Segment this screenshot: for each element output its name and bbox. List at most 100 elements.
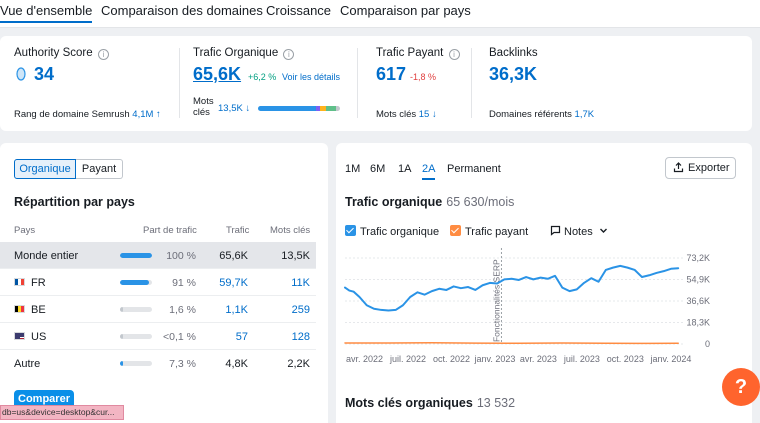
organic-traffic-title: Trafic Organique xyxy=(193,47,279,59)
france-flag-icon xyxy=(14,278,25,286)
keyword-distribution-bar xyxy=(258,106,340,111)
keywords-value[interactable]: 128 xyxy=(291,331,310,343)
paid-traffic-metric: Trafic Payant i 617 -1,8 % Mots clés 15 … xyxy=(376,36,466,131)
range-permanent[interactable]: Permanent xyxy=(447,163,501,175)
country-name: FR xyxy=(31,277,46,289)
paid-keywords-label: Mots clés xyxy=(376,109,417,120)
backlinks-value[interactable]: 36,3K xyxy=(489,64,538,84)
country-distribution-panel: Organique Payant Répartition par pays Pa… xyxy=(0,143,328,423)
table-row[interactable]: Autre 7,3 % 4,8K 2,2K xyxy=(0,350,316,377)
table-row[interactable]: FR 91 % 59,7K 11K xyxy=(0,269,316,296)
authority-score-metric: Authority Score i 34 Rang de domaine Sem… xyxy=(14,36,174,131)
traffic-value[interactable]: 1,1K xyxy=(225,304,248,316)
summary-metrics-card: Authority Score i 34 Rang de domaine Sem… xyxy=(0,36,752,131)
tab-overview[interactable]: Vue d'ensemble xyxy=(0,3,93,23)
range-6m[interactable]: 6M xyxy=(370,163,386,175)
keywords-value[interactable]: 259 xyxy=(291,304,310,316)
x-tick-label: janv. 2023 xyxy=(474,354,516,364)
paid-traffic-title: Trafic Payant xyxy=(376,47,444,59)
table-row[interactable]: Monde entier 100 % 65,6K 13,5K xyxy=(0,242,316,269)
organic-keywords-title: Mots clés organiques xyxy=(345,396,473,410)
country-name: Autre xyxy=(14,358,41,370)
authority-score-value[interactable]: 34 xyxy=(34,64,55,84)
usa-flag-icon xyxy=(14,332,25,340)
chevron-down-icon xyxy=(599,228,607,233)
authority-score-title: Authority Score xyxy=(14,47,93,59)
domain-rank-value[interactable]: 4,1M ↑ xyxy=(132,109,161,120)
keywords-value: 2,2K xyxy=(287,358,310,370)
country-name: US xyxy=(31,331,47,343)
organic-keywords-count: 13 532 xyxy=(476,396,516,410)
tab-growth[interactable]: Croissance xyxy=(266,3,332,18)
paid-traffic-line xyxy=(344,341,679,345)
traffic-share-bar xyxy=(120,253,152,258)
organic-traffic-metric: Trafic Organique i 65,6K +6,2 % Voir les… xyxy=(193,36,353,131)
y-tick-label: 18,3K xyxy=(686,318,710,328)
checkbox-icon xyxy=(345,225,356,236)
x-tick-label: avr. 2022 xyxy=(346,354,383,364)
organic-traffic-panel: 1M 6M 1A 2A Permanent Exporter Trafic or… xyxy=(336,143,752,423)
column-header-keywords: Mots clés xyxy=(270,225,311,236)
range-2a[interactable]: 2A xyxy=(422,163,436,180)
table-row[interactable]: BE 1,6 % 1,1K 259 xyxy=(0,296,316,323)
traffic-share-bar xyxy=(120,307,152,312)
traffic-share-percent: <0,1 % xyxy=(163,331,196,343)
traffic-share-bar xyxy=(120,361,152,366)
organic-toggle[interactable]: Organique xyxy=(14,159,76,179)
info-icon[interactable]: i xyxy=(97,49,109,60)
notes-icon xyxy=(550,225,561,236)
table-row[interactable]: US <0,1 % 57 128 xyxy=(0,323,316,350)
info-icon[interactable]: i xyxy=(448,49,460,60)
traffic-share-percent: 7,3 % xyxy=(169,358,196,370)
domain-rank-label: Rang de domaine Semrush xyxy=(14,109,130,120)
view-details-link[interactable]: Voir les détails xyxy=(282,72,341,82)
x-tick-label: oct. 2023 xyxy=(607,354,644,364)
traffic-value[interactable]: 57 xyxy=(235,331,248,343)
organic-traffic-chart[interactable]: 73,2K 54,9K 36,6K 18,3K 0 avr. 2022 juil. 2022… xyxy=(336,246,752,366)
organic-keywords-label-2: clés xyxy=(193,107,210,118)
paid-traffic-delta: -1,8 % xyxy=(410,72,437,82)
organic-traffic-delta: +6,2 % xyxy=(248,72,277,82)
traffic-value: 65,6K xyxy=(219,250,248,262)
tab-country-comparison[interactable]: Comparaison par pays xyxy=(340,3,471,18)
organic-traffic-value[interactable]: 65,6K xyxy=(193,64,242,84)
info-icon[interactable]: i xyxy=(283,49,295,60)
traffic-value[interactable]: 59,7K xyxy=(219,277,248,289)
keywords-value: 13,5K xyxy=(281,250,310,262)
traffic-share-percent: 91 % xyxy=(172,277,196,289)
column-header-traffic-share: Part de trafic xyxy=(143,225,197,236)
legend-organic-traffic[interactable]: Trafic organique xyxy=(345,225,439,238)
belgium-flag-icon xyxy=(14,305,25,313)
divider xyxy=(471,48,472,118)
export-button[interactable]: Exporter xyxy=(665,157,736,179)
x-tick-label: juil. 2022 xyxy=(389,354,426,364)
range-1m[interactable]: 1M xyxy=(345,163,361,175)
paid-traffic-value[interactable]: 617 xyxy=(376,64,407,84)
x-tick-label: juil. 2023 xyxy=(563,354,600,364)
legend-paid-label: Trafic payant xyxy=(465,226,529,238)
checkbox-icon xyxy=(450,225,461,236)
referring-domains-label: Domaines référents xyxy=(489,109,572,120)
organic-traffic-chart-value: 65 630/mois xyxy=(446,195,515,209)
referring-domains-value[interactable]: 1,7K xyxy=(574,109,595,120)
organic-keywords-value[interactable]: 13,5K ↓ xyxy=(218,103,251,114)
range-1a[interactable]: 1A xyxy=(398,163,412,175)
top-navigation: Vue d'ensemble Comparaison des domaines … xyxy=(0,0,760,28)
backlinks-title: Backlinks xyxy=(489,47,538,59)
divider xyxy=(179,48,180,118)
paid-toggle[interactable]: Payant xyxy=(76,159,123,179)
backlinks-metric: Backlinks 36,3K Domaines référents 1,7K xyxy=(489,36,639,131)
keywords-value[interactable]: 11K xyxy=(291,277,310,289)
tab-domain-comparison[interactable]: Comparaison des domaines xyxy=(101,3,263,18)
divider xyxy=(357,48,358,118)
y-tick-label: 54,9K xyxy=(686,275,710,285)
notes-dropdown[interactable]: Notes xyxy=(550,225,608,238)
status-url-bar: db=us&device=desktop&cur... xyxy=(0,405,124,420)
authority-score-ring-icon xyxy=(16,67,26,81)
compare-button[interactable]: Comparer xyxy=(14,390,74,409)
legend-paid-traffic[interactable]: Trafic payant xyxy=(450,225,528,238)
paid-keywords-value[interactable]: 15 ↓ xyxy=(418,109,437,120)
traffic-share-bar xyxy=(120,280,152,285)
organic-traffic-chart-title: Trafic organique xyxy=(345,195,443,209)
help-button[interactable]: ? xyxy=(722,368,760,406)
